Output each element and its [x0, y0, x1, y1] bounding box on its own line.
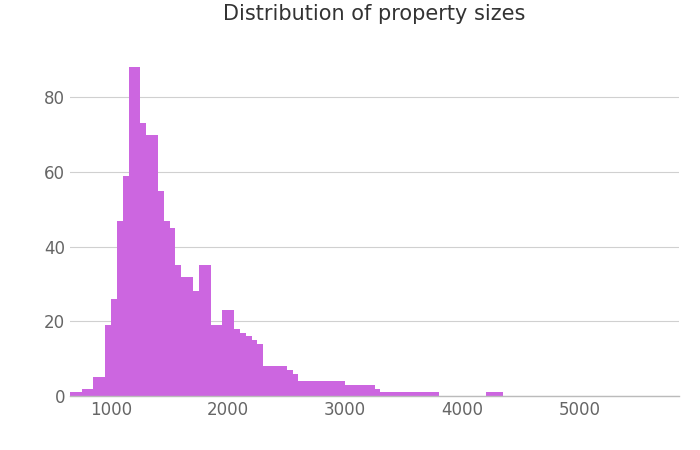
Bar: [204, 329, 216, 396]
Bar: [169, 266, 181, 396]
Bar: [146, 135, 158, 396]
Bar: [122, 176, 134, 396]
Bar: [386, 392, 398, 396]
Bar: [398, 392, 410, 396]
Bar: [427, 392, 439, 396]
Bar: [416, 392, 427, 396]
Bar: [333, 381, 345, 396]
Bar: [134, 123, 146, 396]
Bar: [187, 292, 199, 396]
Bar: [246, 340, 258, 396]
Bar: [234, 333, 246, 396]
Bar: [491, 392, 503, 396]
Bar: [298, 385, 310, 396]
Bar: [152, 191, 164, 396]
Bar: [351, 385, 363, 396]
Bar: [304, 381, 316, 396]
Bar: [340, 385, 351, 396]
Bar: [99, 381, 111, 396]
Bar: [281, 370, 293, 396]
Title: Distribution of property sizes: Distribution of property sizes: [223, 4, 526, 24]
Bar: [199, 266, 211, 396]
Bar: [404, 392, 416, 396]
Bar: [310, 381, 322, 396]
Bar: [380, 392, 392, 396]
Bar: [140, 146, 152, 396]
Bar: [88, 392, 99, 396]
Bar: [117, 220, 129, 396]
Bar: [181, 276, 193, 396]
Bar: [293, 381, 304, 396]
Bar: [287, 374, 298, 396]
Bar: [176, 276, 187, 396]
Bar: [357, 385, 369, 396]
Bar: [374, 392, 386, 396]
Bar: [223, 310, 234, 396]
Bar: [486, 392, 498, 396]
Bar: [82, 388, 93, 396]
Bar: [363, 385, 375, 396]
Bar: [251, 344, 263, 396]
Bar: [263, 366, 275, 396]
Bar: [240, 336, 251, 396]
Bar: [158, 220, 169, 396]
Bar: [369, 388, 380, 396]
Bar: [111, 299, 122, 396]
Bar: [216, 333, 228, 396]
Bar: [93, 378, 105, 396]
Bar: [193, 295, 204, 396]
Bar: [322, 381, 333, 396]
Bar: [258, 366, 269, 396]
Bar: [105, 325, 117, 396]
Bar: [328, 385, 340, 396]
Bar: [275, 366, 287, 396]
Bar: [76, 392, 88, 396]
Bar: [269, 366, 281, 396]
Bar: [228, 329, 240, 396]
Bar: [164, 228, 176, 396]
Bar: [211, 325, 223, 396]
Bar: [316, 385, 328, 396]
Bar: [421, 392, 433, 396]
Bar: [345, 385, 357, 396]
Bar: [129, 68, 140, 396]
Bar: [392, 392, 404, 396]
Bar: [70, 392, 82, 396]
